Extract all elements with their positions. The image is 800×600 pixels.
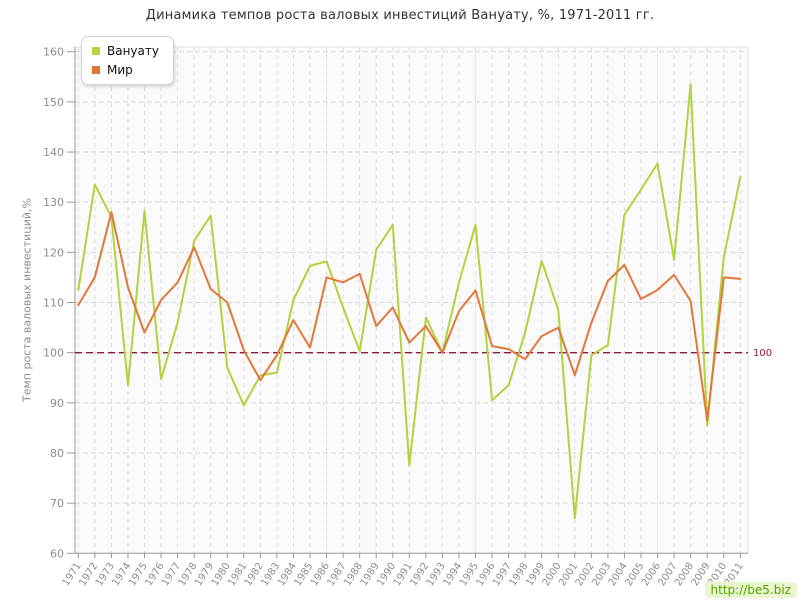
legend-item-vanuatu[interactable]: Вануату (92, 44, 159, 58)
legend: Вануату Мир (81, 36, 174, 85)
chart-title: Динамика темпов роста валовых инвестиций… (145, 8, 655, 23)
svg-text:80: 80 (50, 447, 64, 460)
svg-text:130: 130 (43, 196, 64, 209)
svg-text:160: 160 (43, 46, 64, 59)
vanuatu-series-swatch (92, 47, 100, 55)
legend-item-world[interactable]: Мир (92, 63, 159, 77)
svg-text:150: 150 (43, 96, 64, 109)
world-series-swatch (92, 66, 100, 74)
svg-text:100: 100 (753, 348, 772, 359)
legend-label-vanuatu: Вануату (107, 44, 159, 58)
svg-text:90: 90 (50, 397, 64, 410)
svg-text:100: 100 (43, 347, 64, 360)
watermark-link[interactable]: http://be5.biz (704, 582, 797, 598)
legend-label-world: Мир (107, 63, 133, 77)
svg-text:60: 60 (50, 547, 64, 560)
svg-text:140: 140 (43, 146, 64, 159)
svg-text:70: 70 (50, 497, 64, 510)
svg-text:120: 120 (43, 246, 64, 259)
svg-text:110: 110 (43, 297, 64, 310)
